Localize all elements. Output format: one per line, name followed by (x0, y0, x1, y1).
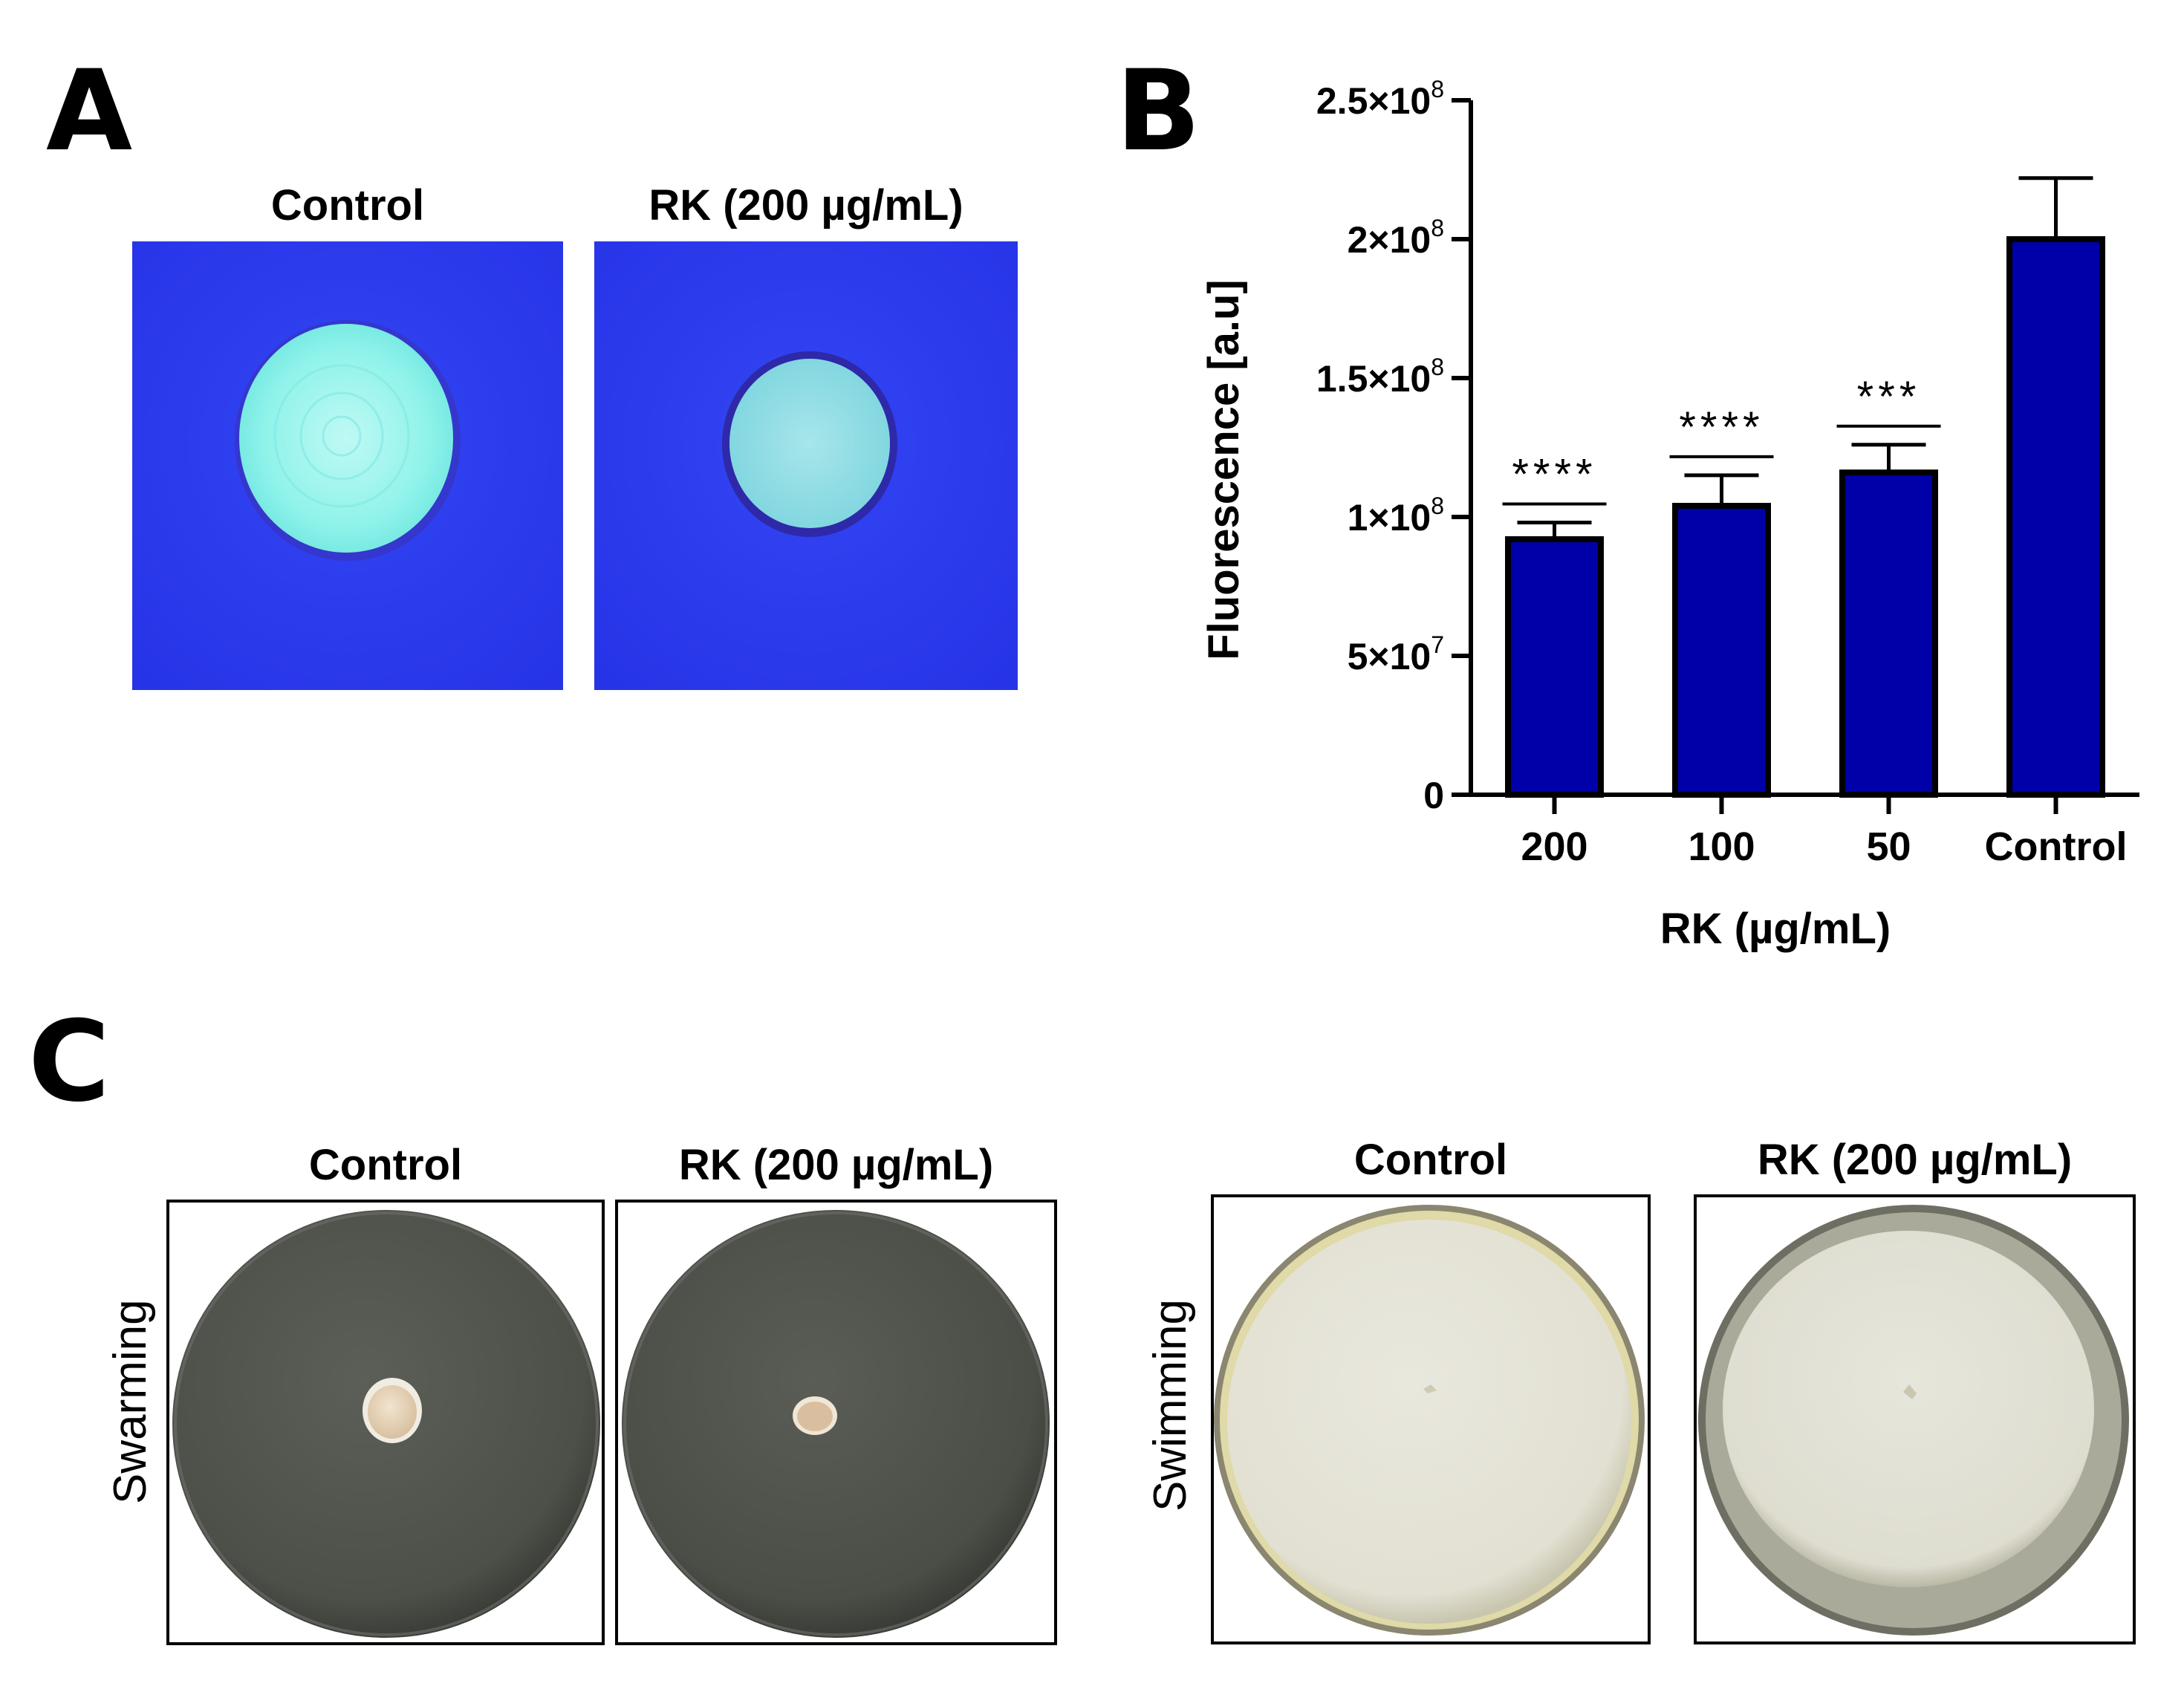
panel-c-caption-swimming-control: Control (1353, 1136, 1508, 1184)
fluorescence-plate-control-image (132, 241, 563, 690)
row-label-swarming: Swarming (105, 1299, 156, 1504)
y-tick-label: 2.5×108 (1316, 76, 1444, 122)
swimming-rk-plate-image (1694, 1194, 2136, 1644)
panel-letter-c: C (28, 998, 111, 1127)
y-tick-label: 1.5×108 (1316, 354, 1444, 400)
swarming-control-plate-image (166, 1200, 605, 1645)
x-tick-label: 100 (1688, 824, 1755, 869)
significance-stars: **** (1512, 450, 1596, 498)
panel-c-caption-swarming-control: Control (308, 1141, 463, 1189)
bar-control (2006, 236, 2105, 798)
y-tick-label: 2×108 (1348, 215, 1444, 261)
panel-c-caption-swimming-rk: RK (200 µg/mL) (1757, 1136, 2073, 1184)
x-tick-label: 50 (1866, 824, 1911, 869)
panel-a-caption-rk: RK (200 µg/mL) (649, 181, 963, 230)
significance-stars: *** (1857, 373, 1921, 421)
bar-200 (1505, 536, 1604, 798)
significance-stars: **** (1679, 403, 1764, 452)
panel-letter-b: B (1116, 47, 1201, 176)
y-tick-label: 1×108 (1348, 492, 1444, 538)
bar-100 (1672, 503, 1771, 798)
swarming-rk-plate-image (615, 1200, 1057, 1645)
panel-a-caption-control: Control (270, 181, 425, 230)
panel-c-caption-swarming-rk: RK (200 µg/mL) (678, 1141, 994, 1189)
fluorescence-bar-chart: 0 5×107 1×108 1.5×108 2×108 2.5×108 200 **** 100… (1200, 76, 2139, 953)
y-axis-title: Fluorescence [a.u] (1200, 279, 1248, 660)
row-label-swimming: Swimming (1145, 1299, 1196, 1512)
swimming-control-plate-image (1211, 1194, 1651, 1644)
y-tick-label: 5×107 (1348, 631, 1444, 677)
x-tick-label: Control (1985, 824, 2128, 869)
panel-letter-a: A (46, 47, 133, 176)
fluorescence-plate-rk-image (594, 241, 1018, 690)
bar-50 (1839, 469, 1938, 798)
y-tick-label: 0 (1423, 775, 1444, 816)
x-axis-title: RK (µg/mL) (1660, 905, 1891, 953)
x-tick-label: 200 (1521, 824, 1587, 869)
